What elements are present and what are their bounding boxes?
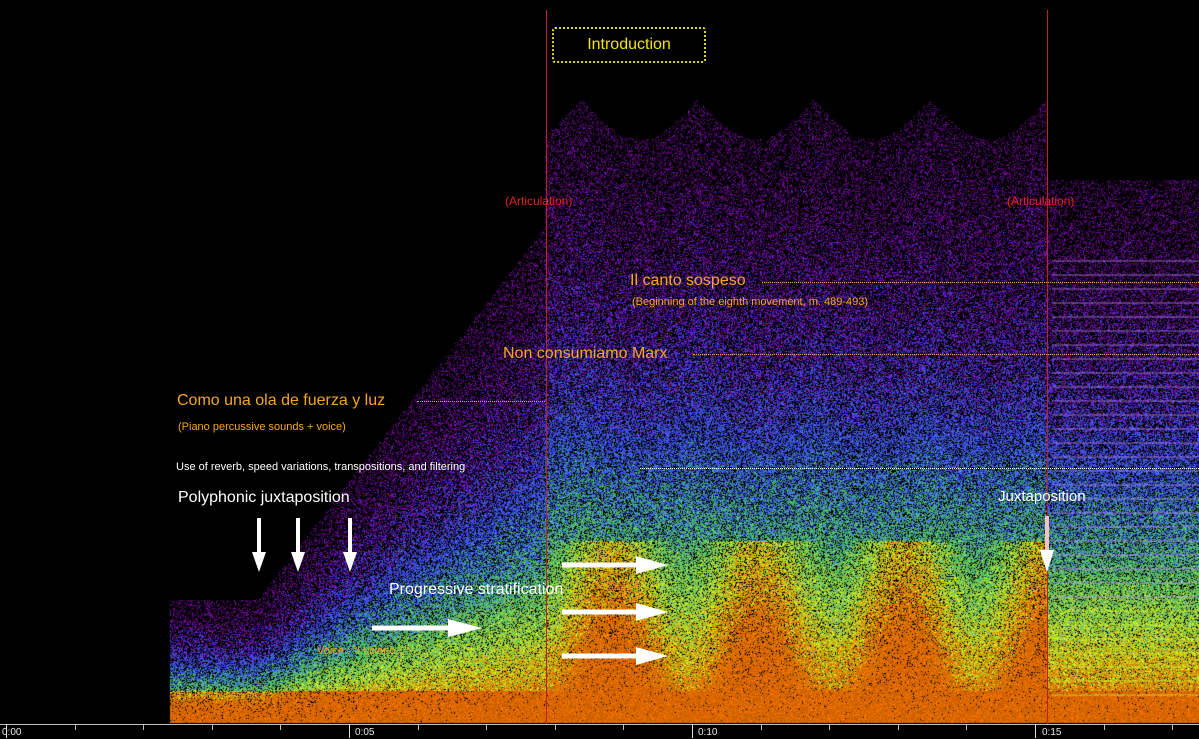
right-arrow-icon	[562, 603, 668, 621]
time-label: 0:10	[698, 727, 718, 738]
time-tick	[212, 724, 213, 730]
time-tick	[349, 724, 350, 738]
ola-note: (Piano percussive sounds + voice)	[178, 421, 346, 433]
time-tick	[1035, 724, 1036, 738]
articulation-label-1: (Articulation)	[505, 194, 573, 208]
time-tick	[829, 724, 830, 730]
time-label: 0:00	[2, 727, 22, 738]
time-tick	[1104, 724, 1105, 730]
polyphonic-label: Polyphonic juxtaposition	[178, 489, 350, 506]
time-label: 0:15	[1042, 727, 1062, 738]
reverb-leader-line	[640, 468, 1199, 469]
down-arrow-icon	[252, 518, 266, 572]
articulation-line-2	[1047, 10, 1048, 725]
down-arrow-icon	[1040, 516, 1054, 572]
juxtaposition-label: Juxtaposition	[998, 488, 1086, 505]
time-tick	[966, 724, 967, 730]
reverb-label: Use of reverb, speed variations, transpo…	[176, 461, 466, 473]
marx-label: Non consumiamo Marx	[503, 345, 668, 362]
time-tick	[75, 724, 76, 730]
time-label: 0:05	[355, 727, 375, 738]
right-arrow-icon	[562, 647, 668, 665]
voice-label: Voice : "Luciano..."	[317, 645, 409, 657]
time-tick	[692, 724, 693, 738]
time-axis: 0:00 0:05 0:10 0:15	[0, 724, 1199, 739]
time-tick	[280, 724, 281, 730]
canto-note: (Beginning of the eighth movement, m. 48…	[632, 296, 869, 308]
canto-leader-line	[762, 282, 1199, 283]
time-tick	[898, 724, 899, 730]
time-tick	[6, 724, 7, 738]
articulation-line-1	[546, 10, 547, 725]
time-tick	[555, 724, 556, 730]
time-tick	[623, 724, 624, 730]
marx-leader-line	[693, 354, 1199, 355]
canto-title: Il canto sospeso	[630, 272, 746, 289]
ola-leader-line	[417, 401, 545, 402]
right-arrow-icon	[562, 556, 668, 574]
time-axis-line	[0, 724, 1199, 725]
time-tick	[418, 724, 419, 730]
time-tick	[1172, 724, 1173, 730]
right-arrow-icon	[372, 619, 482, 637]
time-tick	[761, 724, 762, 730]
ola-title: Como una ola de fuerza y luz	[177, 392, 386, 409]
articulation-label-2: (Articulation)	[1007, 194, 1075, 208]
section-title: Introduction	[587, 36, 671, 53]
time-tick	[486, 724, 487, 730]
time-tick	[143, 724, 144, 730]
down-arrow-icon	[343, 518, 357, 572]
down-arrow-icon	[291, 518, 305, 572]
stratification-label: Progressive stratification	[389, 581, 564, 598]
section-title-box: Introduction	[552, 27, 706, 63]
